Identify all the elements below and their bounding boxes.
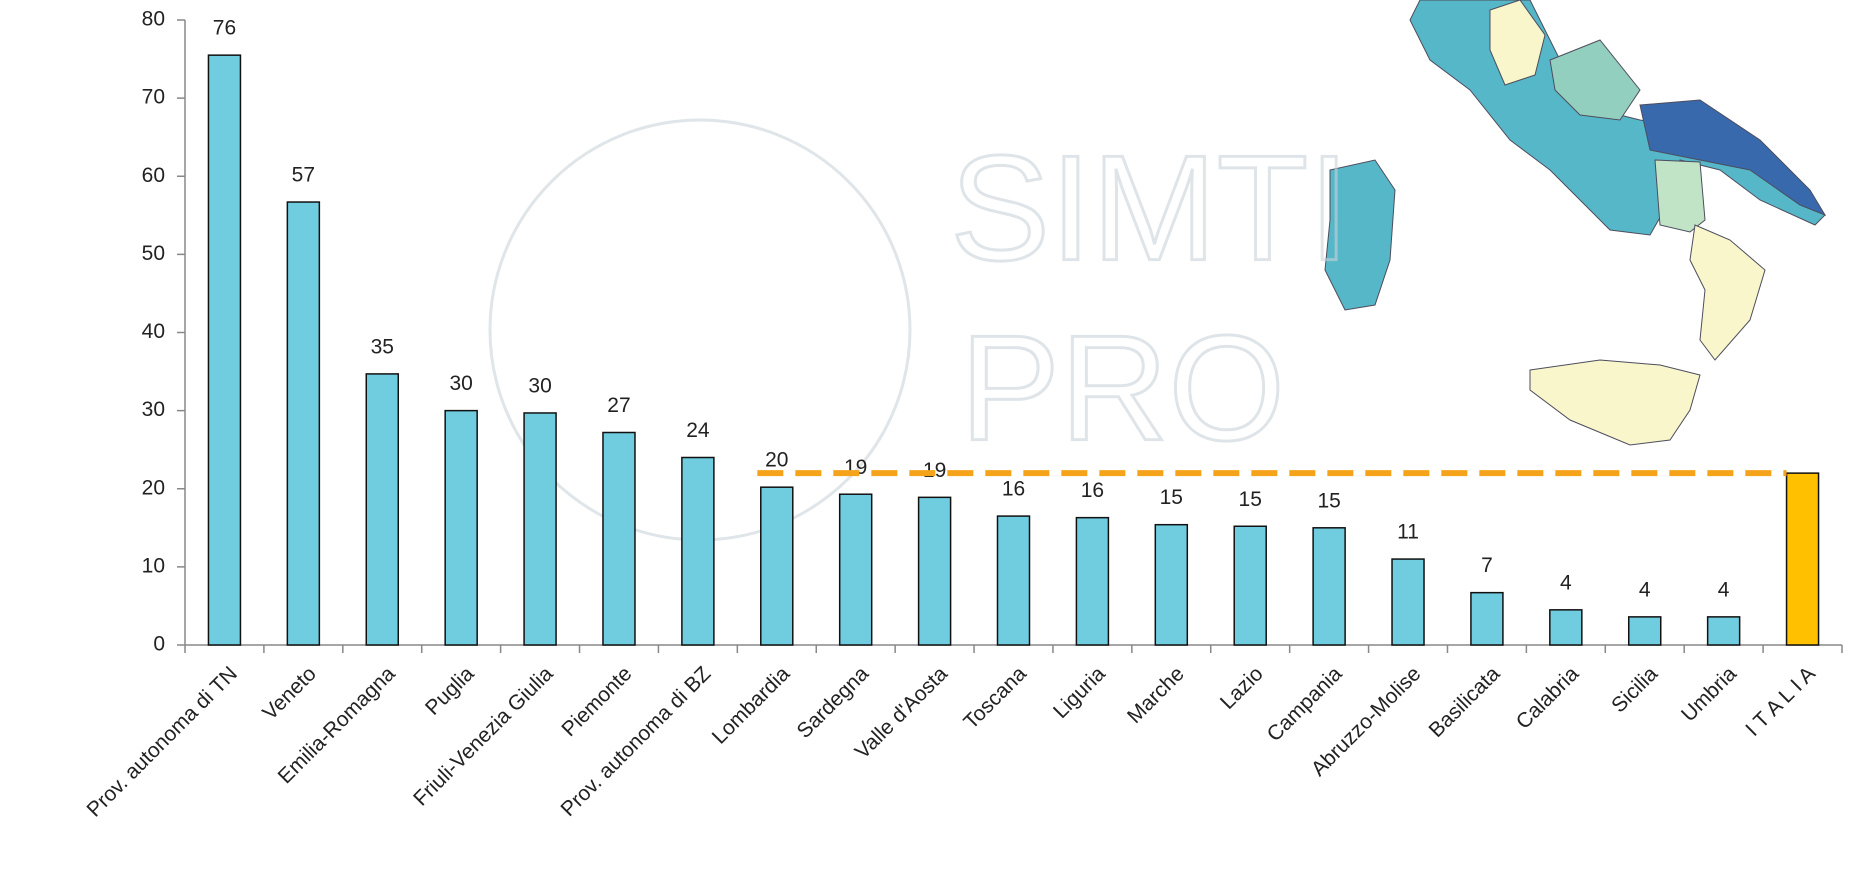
value-label: 4 <box>1639 578 1651 601</box>
x-tick-label: I T A L I A <box>1741 662 1820 741</box>
map <box>1324 0 1827 446</box>
x-tick-label: Prov. autonoma di BZ <box>557 662 716 821</box>
value-label: 27 <box>607 394 630 417</box>
value-label: 16 <box>1081 479 1104 502</box>
bar <box>365 373 400 646</box>
value-label: 35 <box>371 335 394 358</box>
value-label: 30 <box>449 372 472 395</box>
bar <box>602 431 636 646</box>
bar <box>1706 616 1741 646</box>
x-tick-label: Marche <box>1123 662 1189 728</box>
x-tick-label: Toscana <box>959 662 1031 734</box>
x-tick-label: Puglia <box>421 662 479 720</box>
x-tick-label: Prov. autonoma di TN <box>83 662 242 821</box>
value-label: 4 <box>1560 571 1572 594</box>
watermark-text: PRO <box>960 304 1285 472</box>
x-tick-label: Sicilia <box>1607 662 1662 717</box>
x-tick-label: Sardegna <box>792 662 873 743</box>
value-label: 15 <box>1160 486 1183 509</box>
y-tick-label: 40 <box>142 320 165 343</box>
bar <box>917 496 952 646</box>
x-tick-label: Basilicata <box>1425 662 1505 742</box>
bar <box>996 515 1031 646</box>
value-label: 76 <box>213 17 236 40</box>
value-label: 30 <box>528 375 551 398</box>
x-tick-label: Calabria <box>1512 662 1584 734</box>
y-tick-label: 0 <box>153 633 165 656</box>
x-tick-label: Lazio <box>1216 662 1268 714</box>
bar <box>1154 523 1189 646</box>
bar <box>1785 472 1820 646</box>
x-tick-label: Veneto <box>258 662 321 725</box>
x-tick-label: Piemonte <box>557 662 636 741</box>
value-label: 16 <box>1002 478 1025 501</box>
x-tick-label: Liguria <box>1049 662 1110 723</box>
y-tick-label: 70 <box>142 86 165 109</box>
y-tick-label: 30 <box>142 398 165 421</box>
bar <box>207 54 242 646</box>
x-tick-label: Friuli-Venezia Giulia <box>409 662 558 811</box>
bar <box>1312 527 1346 646</box>
x-tick-label: Lombardia <box>708 662 795 749</box>
y-tick-label: 10 <box>142 554 165 577</box>
bar <box>1627 616 1662 646</box>
value-label: 15 <box>1317 489 1340 512</box>
y-tick-label: 50 <box>142 242 165 265</box>
bar <box>286 201 321 646</box>
x-tick-label: Umbria <box>1677 662 1741 726</box>
y-tick-label: 20 <box>142 476 165 499</box>
value-label: 11 <box>1397 521 1419 544</box>
value-label: 57 <box>292 164 315 187</box>
watermark: SIMTI PRO <box>488 118 1351 542</box>
y-tick-label: 60 <box>142 164 165 187</box>
x-tick-label: Campania <box>1263 662 1347 746</box>
bar <box>1391 558 1425 646</box>
value-label: 15 <box>1239 488 1262 511</box>
bar <box>1549 609 1583 646</box>
value-label: 20 <box>765 449 788 472</box>
bar <box>1075 516 1110 646</box>
bar <box>681 456 715 646</box>
bar <box>444 409 478 646</box>
value-label: 4 <box>1718 578 1730 601</box>
watermark-text: SIMTI <box>950 124 1350 292</box>
value-label: 7 <box>1481 554 1493 577</box>
bar <box>523 412 557 646</box>
y-tick-label: 80 <box>142 8 165 31</box>
bar <box>1470 591 1504 646</box>
value-label: 24 <box>686 419 710 442</box>
bar <box>838 493 873 646</box>
bar <box>1233 525 1267 646</box>
bar <box>760 486 794 646</box>
